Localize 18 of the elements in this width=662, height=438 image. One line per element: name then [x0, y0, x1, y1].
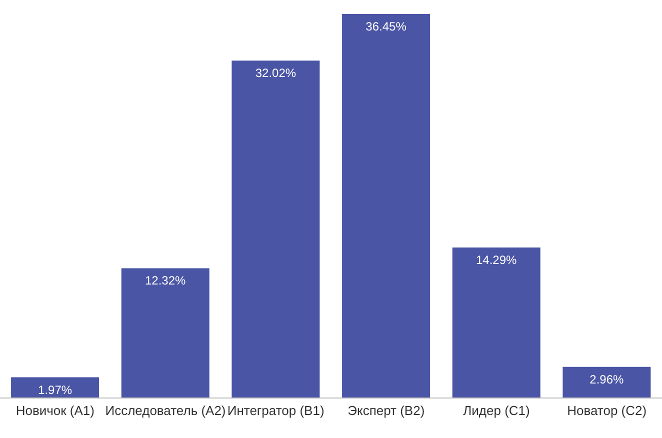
data-label: 14.29% — [476, 252, 518, 267]
data-label: 12.32% — [145, 274, 186, 288]
bar — [342, 14, 430, 398]
bar — [452, 247, 540, 398]
data-label: 32.02% — [255, 66, 296, 80]
x-tick-label: Исследователь (A2) — [105, 403, 226, 418]
bar — [11, 377, 100, 398]
x-tick-label: Новатор (C2) — [567, 403, 647, 418]
bar — [232, 60, 320, 398]
data-label: 1.97% — [38, 382, 72, 397]
data-label: 36.45% — [366, 20, 407, 34]
bar — [562, 366, 651, 398]
data-label: 2.96% — [590, 372, 624, 386]
x-tick-label: Эксперт (B2) — [348, 403, 425, 418]
x-tick-label: Лидер (C1) — [463, 403, 530, 418]
bar — [121, 268, 210, 398]
x-tick-label: Интегратор (B1) — [227, 403, 324, 418]
x-tick-label: Новичок (A1) — [16, 403, 94, 418]
